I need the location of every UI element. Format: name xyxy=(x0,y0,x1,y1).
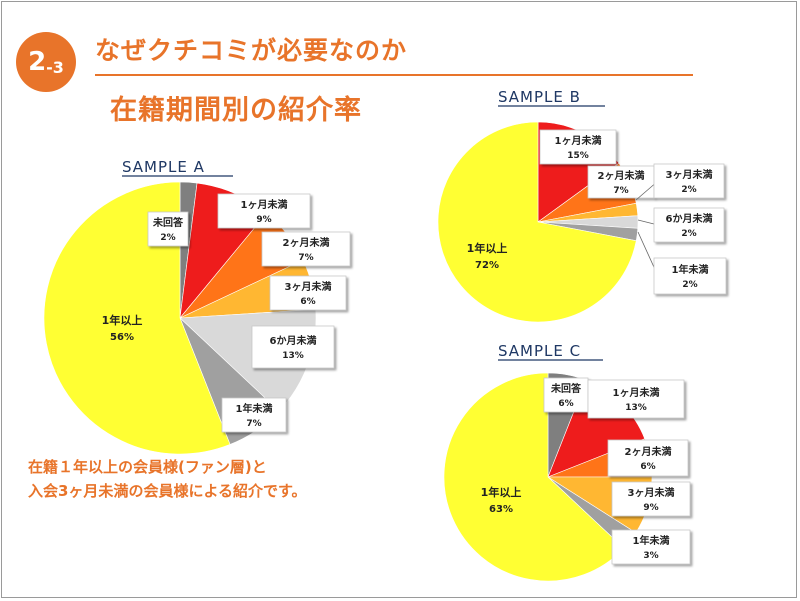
slice-callout: 6か月未満 13% xyxy=(251,325,335,369)
callout-box xyxy=(251,325,335,369)
slice-label: 1年未満 xyxy=(236,402,273,415)
slice-value: 15% xyxy=(567,151,589,161)
slice-label: 2ヶ月未満 xyxy=(625,445,672,458)
slice-label: 未回答 xyxy=(152,216,184,229)
caption-line-2: 入会3ヶ月未満の会員様による紹介です。 xyxy=(28,482,307,500)
chart-title: SAMPLE A xyxy=(122,158,205,176)
slice-value: 6% xyxy=(300,297,315,307)
slice-value: 7% xyxy=(613,186,628,196)
slice-value: 6% xyxy=(558,399,573,409)
badge-number: 2 xyxy=(28,47,47,77)
callout-box xyxy=(653,207,725,243)
slice-value: 3% xyxy=(643,551,658,561)
slice-label: 2ヶ月未満 xyxy=(598,169,645,182)
callout-box xyxy=(147,211,189,247)
slice-callout: 3ヶ月未満 9% xyxy=(611,481,691,517)
page-title: なぜクチコミが必要なのか xyxy=(95,36,408,65)
pie-slice xyxy=(437,121,637,323)
callout-box xyxy=(221,397,287,433)
chart-title: SAMPLE C xyxy=(498,342,581,360)
callout-box xyxy=(611,481,691,517)
pie-slice xyxy=(43,181,231,455)
callout-box xyxy=(607,439,689,477)
slice-label: 1年未満 xyxy=(633,534,670,547)
slice-label: 1ヶ月未満 xyxy=(241,198,288,211)
slice-callout: 2ヶ月未満 7% xyxy=(261,231,351,267)
slice-callout: 2ヶ月未満 7% xyxy=(587,165,655,199)
slice-label: 3ヶ月未満 xyxy=(628,486,675,499)
slice-value: 6% xyxy=(640,462,655,472)
slice-callout: 3ヶ月未満 6% xyxy=(269,275,347,311)
slice-label: 1ヶ月未満 xyxy=(613,386,660,399)
slice-callout: 未回答 2% xyxy=(147,211,189,247)
slice-callout: 1年未満 7% xyxy=(221,397,287,433)
callout-box xyxy=(269,275,347,311)
slice-label: 3ヶ月未満 xyxy=(285,280,332,293)
callout-box xyxy=(587,379,685,419)
badge-sub: -3 xyxy=(46,58,64,77)
slice-callout: 1ヶ月未満 15% xyxy=(539,129,617,165)
slice-callout: 3ヶ月未満 2% xyxy=(635,163,725,201)
slice-callout: 6か月未満 2% xyxy=(637,207,725,243)
callout-box xyxy=(217,193,311,229)
callout-box xyxy=(587,165,655,199)
slice-value: 2% xyxy=(160,233,175,243)
slice-label: 2ヶ月未満 xyxy=(283,236,330,249)
slice-value: 56% xyxy=(110,332,134,343)
slice-callout: 未回答 6% xyxy=(543,377,589,413)
title-underline xyxy=(95,74,693,76)
slice-callout: 2ヶ月未満 6% xyxy=(607,439,689,477)
slice-value: 63% xyxy=(489,504,513,515)
slice-value: 9% xyxy=(643,503,658,513)
slice-callout: 1年未満 2% xyxy=(637,231,727,295)
slice-label: 3ヶ月未満 xyxy=(666,168,713,181)
slice-callout: 1ヶ月未満 13% xyxy=(587,379,685,419)
slice-label: 1年以上 xyxy=(102,313,143,327)
callout-box xyxy=(539,129,617,165)
slice-label: 1ヶ月未満 xyxy=(555,134,602,147)
slice-value: 2% xyxy=(682,280,697,290)
section-badge: 2-3 xyxy=(16,32,76,92)
slice-value: 2% xyxy=(681,229,696,239)
pie-slice xyxy=(443,372,625,582)
caption-line-1: 在籍１年以上の会員様(ファン層)と xyxy=(28,458,267,476)
slice-value: 7% xyxy=(298,253,313,263)
slice-label: 1年以上 xyxy=(467,241,508,255)
slice-value: 7% xyxy=(246,419,261,429)
slice-value: 72% xyxy=(475,260,499,271)
callout-box xyxy=(611,529,691,565)
chart-title: SAMPLE B xyxy=(498,88,581,106)
slice-label: 6か月未満 xyxy=(666,212,713,225)
callout-box xyxy=(653,257,727,295)
slice-value: 13% xyxy=(282,351,304,361)
slice-label: 未回答 xyxy=(550,382,582,395)
slice-label: 1年以上 xyxy=(481,485,522,499)
slice-value: 2% xyxy=(681,185,696,195)
slice-callout: 1年未満 3% xyxy=(611,529,691,565)
slice-callout: 1ヶ月未満 9% xyxy=(217,193,311,229)
slice-value: 13% xyxy=(625,403,647,413)
slice-label: 1年未満 xyxy=(672,263,709,276)
callout-box xyxy=(261,231,351,267)
slice-label: 6か月未満 xyxy=(270,334,317,347)
page-subtitle: 在籍期間別の紹介率 xyxy=(110,95,362,126)
slice-value: 9% xyxy=(256,215,271,225)
callout-box xyxy=(653,163,725,199)
